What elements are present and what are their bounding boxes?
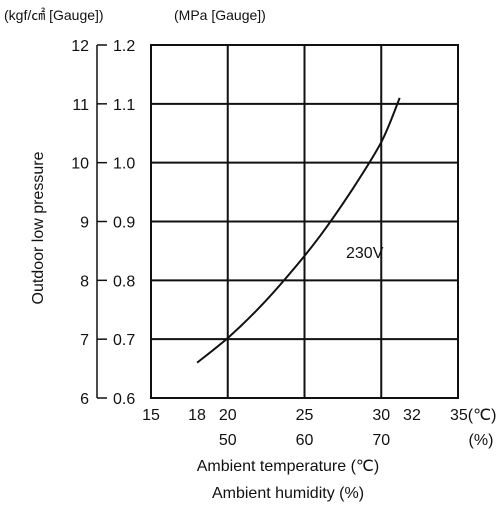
left-tick-label: 10	[71, 156, 89, 173]
x-tick-label-secondary: (%)	[469, 432, 494, 449]
x-axis-label: Ambient temperature (℃)	[197, 458, 379, 475]
series-group: 230V	[196, 97, 401, 364]
x-tick-label: 32	[403, 407, 421, 424]
right-tick-label: 1.0	[113, 156, 135, 173]
x-tick-label: 20	[219, 407, 237, 424]
x-tick-label-secondary: 70	[372, 432, 390, 449]
left-tick-label: 7	[80, 332, 89, 349]
right-tick-label: 1.1	[113, 97, 135, 114]
plot-grid	[150, 44, 459, 399]
x-tick-label: 30	[372, 407, 390, 424]
x-tick-label-secondary: 50	[219, 432, 237, 449]
x-axis-label-secondary: Ambient humidity (%)	[212, 485, 364, 502]
left-tick-label: 9	[80, 215, 89, 232]
left-units-label: (kgf/㎠ [Gauge])	[4, 7, 104, 23]
right-units-label: (MPa [Gauge])	[174, 7, 266, 23]
right-tick-label: 1.2	[113, 38, 135, 55]
right-tick-label: 0.8	[113, 273, 135, 290]
x-axis-ticks: 15 18 20 25 30 32 35(℃) 50 60 70 (%)	[142, 407, 496, 449]
series-label: 230V	[346, 245, 384, 262]
x-tick-label: 35(℃)	[450, 407, 496, 424]
x-tick-label: 15	[142, 407, 160, 424]
y-axis-label: Outdoor low pressure	[30, 151, 47, 304]
x-tick-label: 25	[296, 407, 314, 424]
x-tick-label: 18	[188, 407, 206, 424]
left-tick-label: 8	[80, 273, 89, 290]
left-axis: 6 7 8 9 10 11 12	[71, 38, 107, 408]
right-tick-label: 0.9	[113, 215, 135, 232]
left-tick-label: 12	[71, 38, 89, 55]
left-tick-label: 11	[72, 97, 89, 114]
right-tick-label: 0.6	[113, 391, 135, 408]
left-tick-label: 6	[80, 391, 89, 408]
right-tick-label: 0.7	[113, 332, 135, 349]
x-tick-label-secondary: 60	[296, 432, 314, 449]
series-line-0	[196, 97, 401, 364]
right-axis-ticks: 0.6 0.7 0.8 0.9 1.0 1.1 1.2	[113, 38, 135, 408]
